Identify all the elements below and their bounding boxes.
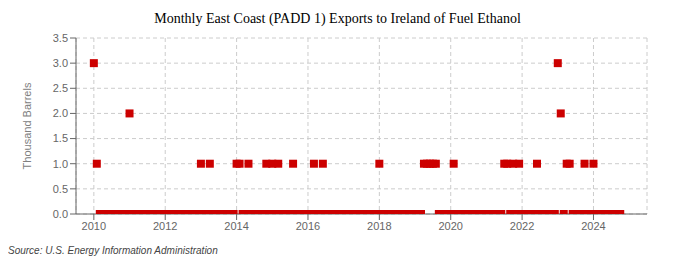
html-text:Source: U.S. Energy Informatio: Source: U.S. Energy Information Administ…: [8, 245, 218, 256]
svg-text:1.0: 1.0: [53, 158, 68, 170]
svg-text:0.0: 0.0: [53, 208, 68, 220]
svg-text:2018: 2018: [367, 220, 391, 232]
svg-text:2024: 2024: [581, 220, 605, 232]
svg-text:1.5: 1.5: [53, 132, 68, 144]
svg-text:2022: 2022: [510, 220, 534, 232]
svg-text:2.0: 2.0: [53, 107, 68, 119]
svg-text:2020: 2020: [438, 220, 462, 232]
svg-text:Thousand Barrels: Thousand Barrels: [21, 82, 33, 169]
svg-text:2.5: 2.5: [53, 82, 68, 94]
svg-text:2014: 2014: [224, 220, 248, 232]
html-text:Monthly East Coast (PADD 1) Ex: Monthly East Coast (PADD 1) Exports to I…: [154, 11, 521, 26]
svg-text:2010: 2010: [82, 220, 106, 232]
svg-text:3.0: 3.0: [53, 57, 68, 69]
svg-text:3.5: 3.5: [53, 32, 68, 44]
svg-text:2012: 2012: [153, 220, 177, 232]
svg-text:0.5: 0.5: [53, 183, 68, 195]
svg-text:2016: 2016: [296, 220, 320, 232]
